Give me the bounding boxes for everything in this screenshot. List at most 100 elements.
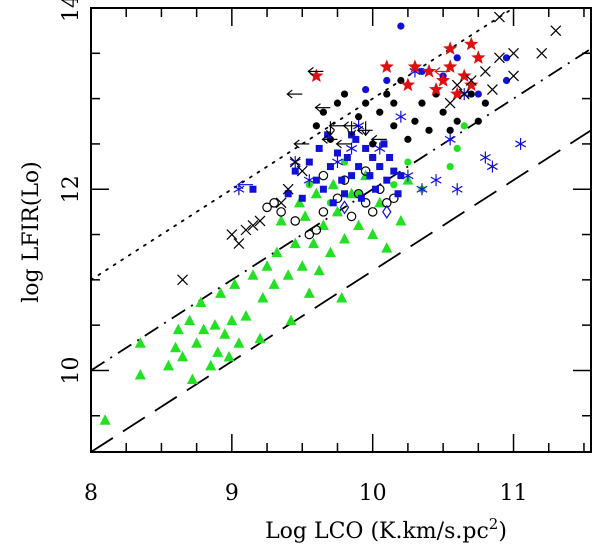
black-circle-open-point: [262, 202, 272, 213]
y-tick-label: 10: [59, 356, 84, 384]
reference-lines: [90, 7, 592, 453]
black-circle-open-point: [360, 166, 371, 176]
blue-asterisk-point: [430, 174, 442, 187]
black-circle-filled-point: [312, 122, 320, 130]
axis-ticks: [90, 7, 591, 452]
red-star-point: [421, 63, 437, 78]
black-circle-open-point: [360, 198, 371, 208]
black-circle-filled-point: [355, 113, 363, 121]
x-tick-label: 10: [359, 481, 387, 506]
tick-labels: 8 9 10 11 10 12 14: [59, 0, 528, 506]
blue-square-point: [312, 176, 320, 184]
black-circle-filled-point: [474, 117, 482, 125]
green-triangle-point: [282, 269, 294, 280]
blue-circle-filled-point: [502, 54, 511, 62]
blue-square-point: [249, 185, 257, 193]
blue-asterisk-point: [331, 156, 343, 169]
black-circle-filled-point: [390, 99, 398, 107]
black-circle-open-point: [318, 170, 329, 181]
green-triangle-point: [367, 228, 379, 240]
green-triangle-point: [271, 246, 283, 258]
green-triangle-point: [289, 237, 301, 249]
black-cross-point: [451, 79, 463, 91]
blue-asterisk-point: [402, 169, 414, 182]
green-triangle-point: [191, 337, 203, 348]
green-triangle-point: [254, 332, 266, 344]
black-circle-filled-point: [390, 122, 398, 130]
blue-square-point: [284, 190, 292, 198]
blue-square-point: [394, 190, 402, 198]
red-star-point: [471, 50, 486, 64]
green-triangle-point: [324, 246, 336, 258]
green-triangle-point: [162, 359, 174, 371]
green-triangle-point: [308, 237, 320, 249]
black-cross-point: [465, 75, 477, 86]
blue-circle-filled-point: [453, 54, 461, 62]
black-cross-point: [508, 70, 519, 82]
black-cross-point: [479, 66, 491, 77]
green-triangle-point: [240, 310, 252, 321]
blue-square-point: [372, 185, 380, 193]
reference-line-dashed: [90, 129, 592, 453]
black-circle-filled-point: [467, 90, 475, 98]
black-cross-point: [486, 84, 498, 95]
black-cross-point: [458, 88, 470, 100]
red-star-point: [450, 86, 465, 101]
green-triangle-point: [336, 291, 348, 303]
blue-square-point: [326, 163, 334, 171]
black-circle-open-point: [269, 198, 279, 208]
black-circle-open-point: [304, 229, 315, 240]
x-axis-label: Log LCO (K.km/s.pc2): [265, 515, 507, 544]
green-triangle-point: [195, 296, 207, 307]
black-cross-point: [536, 47, 548, 59]
black-circle-open-point: [311, 225, 322, 235]
blue-square-point: [397, 172, 405, 180]
green-triangle-point: [184, 314, 196, 326]
blue-circle-filled-point: [397, 22, 405, 30]
black-circle-filled-point: [340, 90, 349, 98]
green-circle-filled-point: [404, 158, 412, 166]
green-triangle-point: [299, 210, 311, 221]
blue-square-point: [329, 199, 337, 207]
blue-square-point: [355, 163, 363, 171]
black-arrow-left-point: [328, 121, 345, 131]
blue-diamond-open-point: [382, 204, 392, 219]
green-triangle-point: [310, 187, 322, 199]
red-star-point: [443, 41, 458, 55]
y-tick-label: 14: [59, 0, 84, 22]
red-star-point: [457, 68, 472, 82]
blue-square-point: [291, 167, 299, 175]
blue-diamond-open-point: [339, 200, 350, 215]
blue-asterisk-point: [374, 142, 386, 155]
x-axis-label-close: ): [498, 519, 507, 544]
red-star-point: [400, 77, 415, 92]
green-circle-filled-point: [446, 162, 454, 171]
blue-square-point: [369, 154, 377, 162]
green-circle-filled-point: [460, 122, 468, 130]
data-points: [99, 11, 562, 425]
black-arrow-down-point: [325, 121, 335, 137]
black-cross-point: [226, 229, 238, 240]
green-triangle-point: [353, 219, 365, 230]
blue-asterisk-point: [395, 110, 407, 123]
x-axis-label-main: Log LCO (K.km/s.pc: [265, 519, 489, 544]
green-triangle-point: [99, 414, 111, 425]
green-triangle-point: [293, 196, 305, 208]
red-star-point: [464, 36, 479, 51]
black-circle-filled-point: [376, 108, 384, 116]
red-star-point: [436, 73, 451, 87]
blue-asterisk-point: [416, 183, 428, 196]
black-cross-point: [550, 25, 562, 37]
green-triangle-point: [219, 328, 231, 339]
black-cross-point: [247, 220, 259, 231]
blue-asterisk-point: [486, 160, 498, 173]
green-triangle-point: [303, 287, 315, 298]
green-triangle-point: [205, 359, 217, 371]
blue-square-point: [386, 154, 394, 162]
green-triangle-point: [215, 287, 227, 298]
x-axis-label-superscript: 2: [489, 515, 499, 533]
green-triangle-point: [268, 278, 280, 289]
green-triangle-point: [331, 205, 343, 217]
blue-asterisk-point: [303, 174, 315, 187]
